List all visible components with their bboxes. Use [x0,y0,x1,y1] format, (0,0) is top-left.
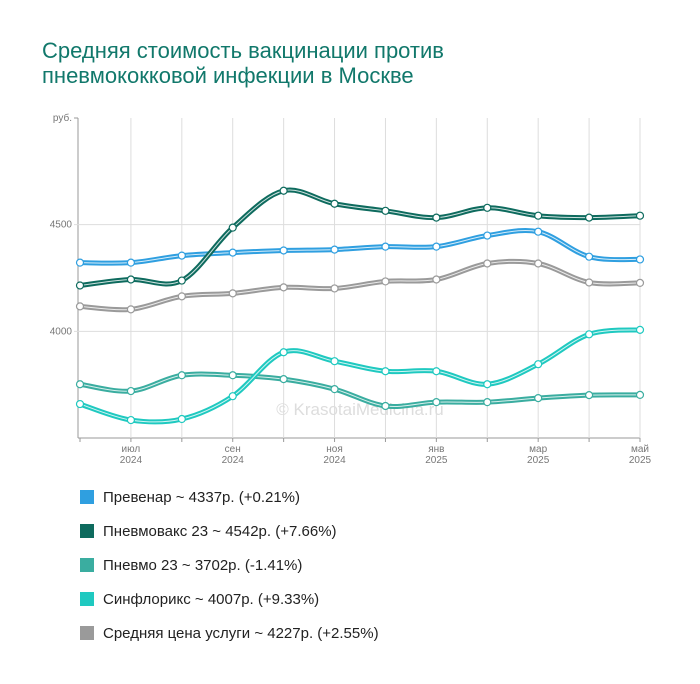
data-point [228,223,237,232]
data-point [432,242,441,251]
data-point [330,199,339,208]
data-point [177,251,186,260]
data-point [75,399,85,409]
data-point [126,305,136,314]
data-point [330,357,339,366]
legend-item: Превенар ~ 4337р. (+0.21%) [80,489,300,506]
data-point [483,203,492,212]
data-point [432,398,441,407]
data-point [279,186,288,195]
data-point [177,292,186,301]
data-point [279,283,288,292]
legend-item: Пневмовакс 23 ~ 4542р. (+7.66%) [80,523,337,540]
data-point [534,394,543,403]
data-point [635,390,645,400]
data-point [75,281,85,290]
data-point [483,398,492,407]
data-point [126,275,136,284]
data-point [279,246,288,255]
data-point [75,302,85,311]
data-point [432,367,441,376]
data-point [584,252,594,261]
legend-swatch [80,626,94,640]
data-point [126,258,136,267]
legend-summary: ~ 4007р. (+9.33%) [194,591,320,608]
x-tick-label: янв 2025 [425,444,448,466]
legend-item: Пневмо 23 ~ 3702р. (-1.41%) [80,557,302,574]
legend-label: Синфлорикс [103,591,191,608]
data-point [279,348,288,357]
legend-swatch [80,592,94,606]
legend-summary: ~ 4542р. (+7.66%) [212,523,337,540]
legend-swatch [80,558,94,572]
data-point [584,213,594,222]
data-point [534,259,543,268]
data-point [177,414,186,424]
data-point [279,375,288,384]
data-point [534,211,543,220]
data-point [330,385,339,394]
data-point [584,278,594,287]
data-point [381,367,390,376]
data-point [635,325,645,334]
legend-label: Превенар [103,489,172,506]
legend-item: Синфлорикс ~ 4007р. (+9.33%) [80,591,319,608]
data-point [228,392,237,401]
legend-summary: ~ 4337р. (+0.21%) [175,489,301,506]
data-point [75,380,85,389]
chart-title: Средняя стоимость вакцинации против пнев… [42,38,444,88]
data-point [228,371,237,380]
legend-summary: ~ 4227р. (+2.55%) [254,625,379,642]
data-point [635,278,645,288]
data-point [483,380,492,389]
data-point [330,284,339,293]
x-tick-label: сен 2024 [221,444,244,466]
data-point [381,206,390,215]
data-point [126,386,136,396]
y-tick-label: 4000 [50,326,73,337]
data-point [126,415,136,425]
x-tick-label: мар 2025 [527,444,550,466]
x-tick-label: июл 2024 [119,444,143,466]
legend-swatch [80,524,94,538]
data-point [635,211,645,220]
legend-label: Пневмовакс 23 [103,523,209,540]
data-point [483,231,492,240]
data-point [534,227,543,236]
data-point [584,391,594,400]
legend-label: Пневмо 23 [103,557,178,574]
data-point [177,276,186,285]
series-line-highlight [79,373,641,407]
data-point [534,360,543,369]
data-point [177,371,186,380]
y-tick-label: 4500 [50,220,73,231]
data-point [330,245,339,254]
legend-label: Средняя цена услуги [103,625,251,642]
data-point [381,401,390,411]
legend-swatch [80,490,94,504]
data-point [75,258,85,267]
data-point [432,213,441,222]
legend-summary: ~ 3702р. (-1.41%) [181,557,303,574]
series-line-highlight [79,229,641,264]
legend-item: Средняя цена услуги ~ 4227р. (+2.55%) [80,625,379,642]
data-point [228,289,237,298]
data-point [483,259,492,268]
data-point [381,277,390,286]
series-line-highlight [79,260,641,311]
data-point [635,255,645,264]
data-point [584,330,594,339]
data-point [381,242,390,251]
data-point [228,248,237,257]
data-point [432,275,441,284]
y-unit: руб. [53,112,72,124]
x-tick-label: май 2025 [628,444,652,466]
x-tick-label: ноя 2024 [323,444,346,466]
